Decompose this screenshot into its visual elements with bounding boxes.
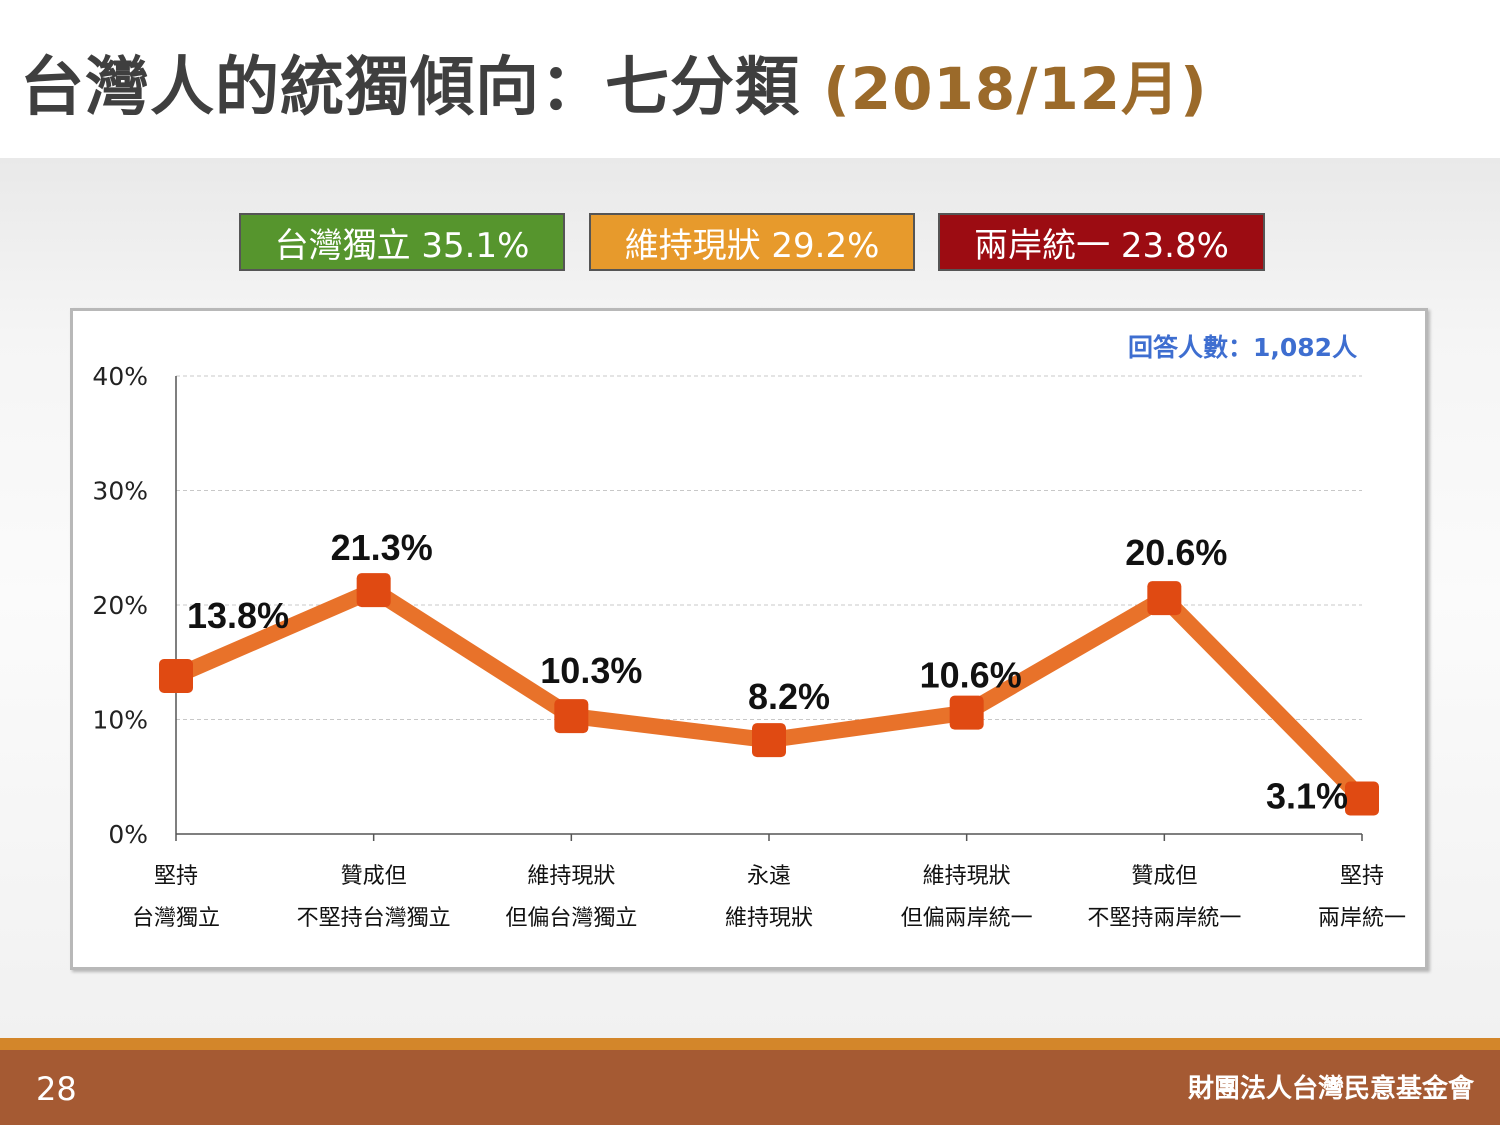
x-tick-label-line1-3: 永遠 <box>747 864 791 889</box>
legend-independence-label: 台灣獨立 35.1% <box>274 225 530 266</box>
x-tick-label-5: 贊成但不堅持兩岸統一 <box>1087 864 1241 931</box>
x-tick-label-line1-1: 贊成但 <box>341 864 407 889</box>
x-tick-label-line2-4: 但偏兩岸統一 <box>901 906 1033 931</box>
page-number: 28 <box>36 1070 77 1108</box>
data-point-3 <box>752 723 786 758</box>
data-label-4: 10.6% <box>920 655 1022 696</box>
title-date: (2018/12月) <box>823 55 1208 123</box>
x-tick-label-6: 堅持兩岸統一 <box>1318 864 1406 931</box>
data-label-2: 10.3% <box>540 650 642 691</box>
footer-bar <box>0 1050 1500 1125</box>
data-label-0: 13.8% <box>187 595 289 636</box>
y-tick-label-2: 20% <box>92 591 148 620</box>
sample-size-note: 回答人數：1,082人 <box>1128 333 1358 362</box>
x-tick-label-line1-5: 贊成但 <box>1131 864 1197 889</box>
y-tick-label-1: 10% <box>92 706 148 735</box>
data-point-6 <box>1345 781 1379 816</box>
x-tick-label-line2-1: 不堅持台灣獨立 <box>297 906 451 931</box>
legend-independence: 台灣獨立 35.1% <box>239 213 565 271</box>
legend-unification: 兩岸統一 23.8% <box>938 213 1265 271</box>
data-point-4 <box>949 695 984 730</box>
data-point-1 <box>356 573 391 608</box>
x-tick-label-2: 維持現狀但偏台灣獨立 <box>505 864 637 931</box>
data-point-2 <box>554 699 589 734</box>
x-tick-label-line2-3: 維持現狀 <box>725 906 813 931</box>
x-tick-label-4: 維持現狀但偏兩岸統一 <box>901 864 1033 931</box>
slide-title: 台灣人的統獨傾向：七分類 (2018/12月) <box>20 36 1208 128</box>
y-tick-label-3: 30% <box>92 477 148 506</box>
x-tick-label-line2-6: 兩岸統一 <box>1318 906 1406 931</box>
legend-unification-label: 兩岸統一 23.8% <box>974 225 1229 266</box>
x-tick-label-line1-4: 維持現狀 <box>923 864 1011 889</box>
y-tick-label-4: 40% <box>92 362 148 391</box>
title-main: 台灣人的統獨傾向：七分類 <box>20 51 824 125</box>
organization-name: 財團法人台灣民意基金會 <box>1187 1074 1474 1104</box>
legend-status-quo: 維持現狀 29.2% <box>589 213 915 271</box>
data-label-3: 8.2% <box>748 676 830 717</box>
x-tick-label-line2-5: 不堅持兩岸統一 <box>1087 906 1241 931</box>
x-tick-label-line2-2: 但偏台灣獨立 <box>505 906 637 931</box>
data-point-5 <box>1147 581 1182 616</box>
x-tick-label-3: 永遠維持現狀 <box>725 864 813 931</box>
data-label-1: 21.3% <box>331 527 433 568</box>
x-tick-label-line2-0: 台灣獨立 <box>132 906 220 931</box>
legend-status-quo-label: 維持現狀 29.2% <box>624 225 880 266</box>
data-point-0 <box>159 658 193 693</box>
x-tick-label-line1-2: 維持現狀 <box>527 864 615 889</box>
data-label-5: 20.6% <box>1125 532 1227 573</box>
title-bar: 台灣人的統獨傾向：七分類 (2018/12月) <box>0 0 1500 158</box>
x-tick-label-line1-6: 堅持 <box>1340 864 1384 889</box>
data-label-6: 3.1% <box>1266 776 1348 817</box>
x-tick-label-line1-0: 堅持 <box>154 864 198 889</box>
x-tick-label-1: 贊成但不堅持台灣獨立 <box>297 864 451 931</box>
y-tick-label-0: 0% <box>108 820 148 849</box>
footer-accent-line <box>0 1038 1500 1050</box>
x-tick-label-0: 堅持台灣獨立 <box>132 864 220 931</box>
